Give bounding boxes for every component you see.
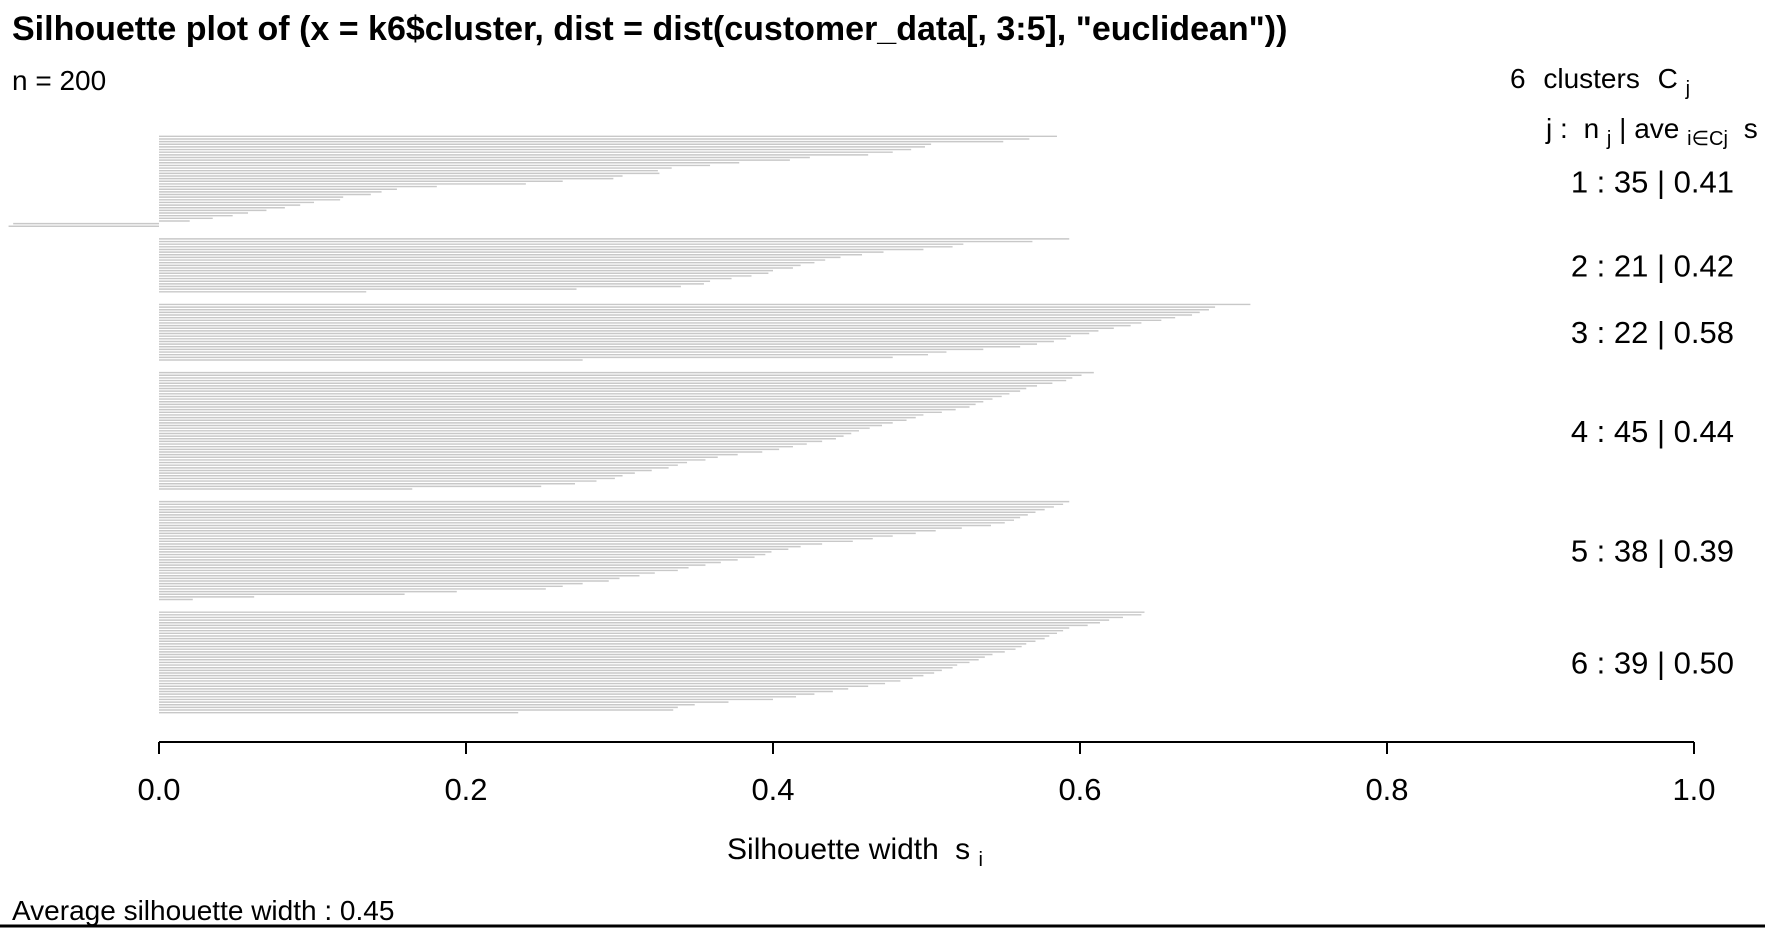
cluster-label-3: 3 : 22 | 0.58 [1571, 315, 1734, 350]
legend-header: 6 clusters C j j : n j | ave i∈Cj s i [1510, 63, 1765, 151]
x-axis-label: Silhouette width s i [727, 833, 983, 871]
legend-j: j : [1545, 113, 1568, 144]
cluster-labels: 1 : 35 | 0.41 2 : 21 | 0.42 3 : 22 | 0.58 4… [1571, 164, 1734, 680]
silhouette-bars [8, 135, 1251, 714]
legend-s: s [1744, 113, 1758, 144]
legend-header-line1: 6 clusters C j [1510, 63, 1690, 100]
legend-n-sub: j [1606, 128, 1611, 150]
x-tick-label-1: 0.2 [444, 772, 487, 807]
legend-c-sub: j [1685, 78, 1690, 100]
legend-c-symbol: C [1658, 63, 1678, 94]
cluster-label-6: 6 : 39 | 0.50 [1571, 645, 1734, 680]
x-tick-label-3: 0.6 [1058, 772, 1101, 807]
legend-cluster-count: 6 [1510, 63, 1526, 94]
legend-n: n [1584, 113, 1600, 144]
cluster-label-4: 4 : 45 | 0.44 [1571, 414, 1734, 449]
x-tick-label-2: 0.4 [751, 772, 794, 807]
legend-clusters-word: clusters [1543, 63, 1639, 94]
chart-subtitle: n = 200 [12, 65, 106, 96]
x-tick-label-0: 0.0 [137, 772, 180, 807]
legend-ave: ave [1634, 113, 1679, 144]
cluster-label-1: 1 : 35 | 0.41 [1571, 164, 1734, 199]
cluster-label-2: 2 : 21 | 0.42 [1571, 248, 1734, 283]
x-axis-label-symbol: s [955, 833, 970, 866]
average-silhouette-width: Average silhouette width : 0.45 [12, 895, 394, 926]
legend-sep: | [1619, 113, 1626, 144]
x-tick-label-5: 1.0 [1672, 772, 1715, 807]
x-axis: 0.0 0.2 0.4 0.6 0.8 1.0 [137, 741, 1716, 807]
legend-header-line2: j : n j | ave i∈Cj s i [1545, 113, 1765, 151]
x-tick-label-4: 0.8 [1365, 772, 1408, 807]
x-axis-label-sub: i [979, 849, 983, 871]
cluster-label-5: 5 : 38 | 0.39 [1571, 534, 1734, 569]
chart-title: Silhouette plot of (x = k6$cluster, dist… [12, 10, 1287, 48]
legend-ave-sub: i∈Cj [1687, 128, 1728, 150]
x-axis-label-text: Silhouette width [727, 833, 939, 866]
